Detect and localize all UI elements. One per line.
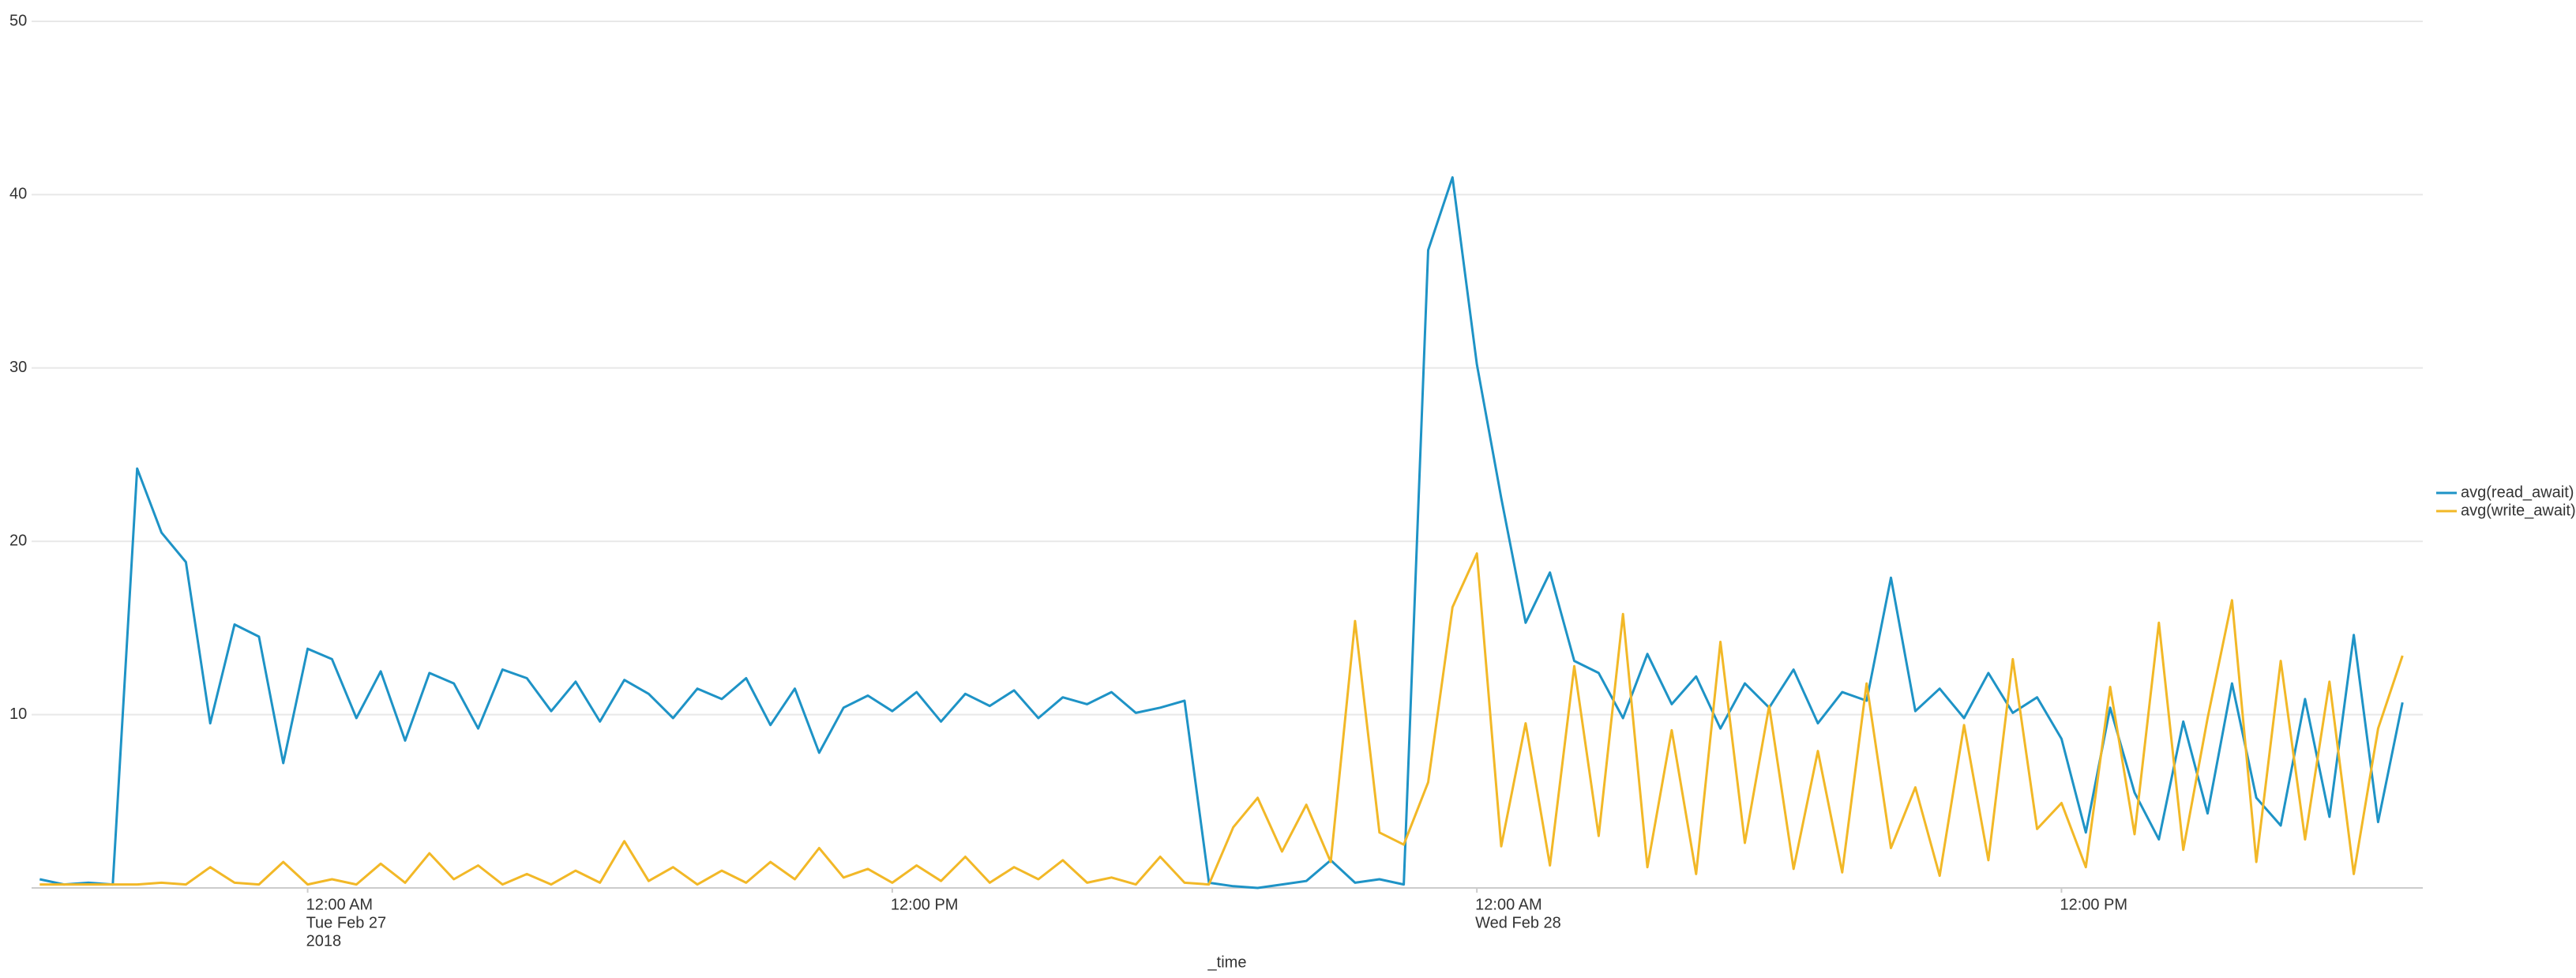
x-tick-label: 12:00 PM	[2060, 896, 2127, 913]
y-tick-label: 20	[9, 532, 27, 549]
series-line	[39, 176, 2404, 890]
y-tick-label: 10	[9, 705, 27, 723]
series-line	[39, 552, 2404, 886]
y-tick-label: 30	[9, 359, 27, 376]
y-tick-label: 50	[9, 12, 27, 29]
legend-label: avg(read_await)	[2461, 483, 2574, 501]
x-tick-label: 2018	[306, 932, 342, 950]
x-tick-label: 12:00 AM	[306, 896, 374, 913]
legend-label: avg(write_await)	[2461, 502, 2576, 519]
x-tick-label: 12:00 PM	[891, 896, 959, 913]
x-tick-label: 12:00 AM	[1475, 896, 1542, 913]
y-tick-label: 40	[9, 186, 27, 203]
x-axis-title: _time	[1207, 954, 1247, 971]
x-tick-label: Wed Feb 28	[1475, 914, 1561, 931]
x-tick-label: Tue Feb 27	[306, 914, 387, 931]
